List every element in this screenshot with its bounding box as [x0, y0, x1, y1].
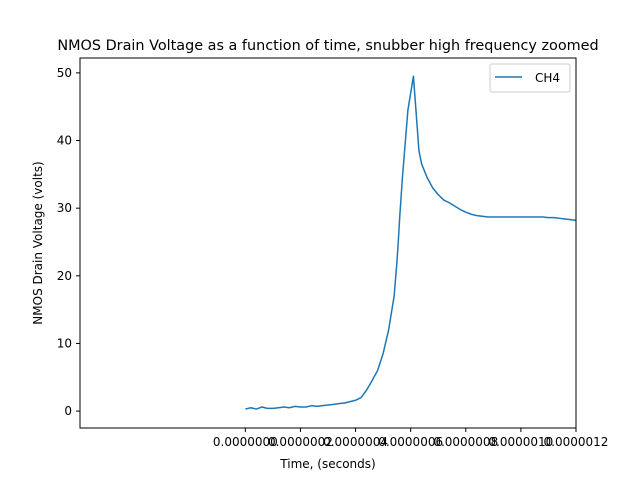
- x-tick-label: 0.0000010: [488, 435, 553, 449]
- y-tick-label: 0: [64, 404, 72, 418]
- x-tick-label: 0.0000002: [268, 435, 333, 449]
- legend: CH4: [489, 63, 571, 93]
- y-tick-label: 30: [57, 201, 72, 215]
- legend-label-ch4: CH4: [535, 71, 560, 85]
- y-axis: 0 10 20 30 40 50: [57, 66, 80, 418]
- y-tick-label: 40: [57, 134, 72, 148]
- axes-frame: [79, 57, 577, 429]
- x-tick-label: 0.0000012: [544, 435, 609, 449]
- y-tick-label: 10: [57, 336, 72, 350]
- legend-box: [489, 63, 571, 93]
- plot-area: [245, 75, 577, 410]
- y-axis-label: NMOS Drain Voltage (volts): [31, 161, 45, 324]
- y-tick-label: 50: [57, 66, 72, 80]
- x-tick-label: 0.0000004: [323, 435, 388, 449]
- y-tick-label: 20: [57, 269, 72, 283]
- series-line-ch4: [245, 75, 577, 410]
- x-tick-label: 0.0000006: [378, 435, 443, 449]
- x-tick-label: 0.0000000: [213, 435, 278, 449]
- chart-title: NMOS Drain Voltage as a function of time…: [57, 38, 598, 54]
- x-tick-label: 0.0000008: [433, 435, 498, 449]
- x-axis: 0.00000000.00000020.00000040.00000060.00…: [213, 428, 609, 449]
- x-axis-label: Time, (seconds): [279, 457, 375, 471]
